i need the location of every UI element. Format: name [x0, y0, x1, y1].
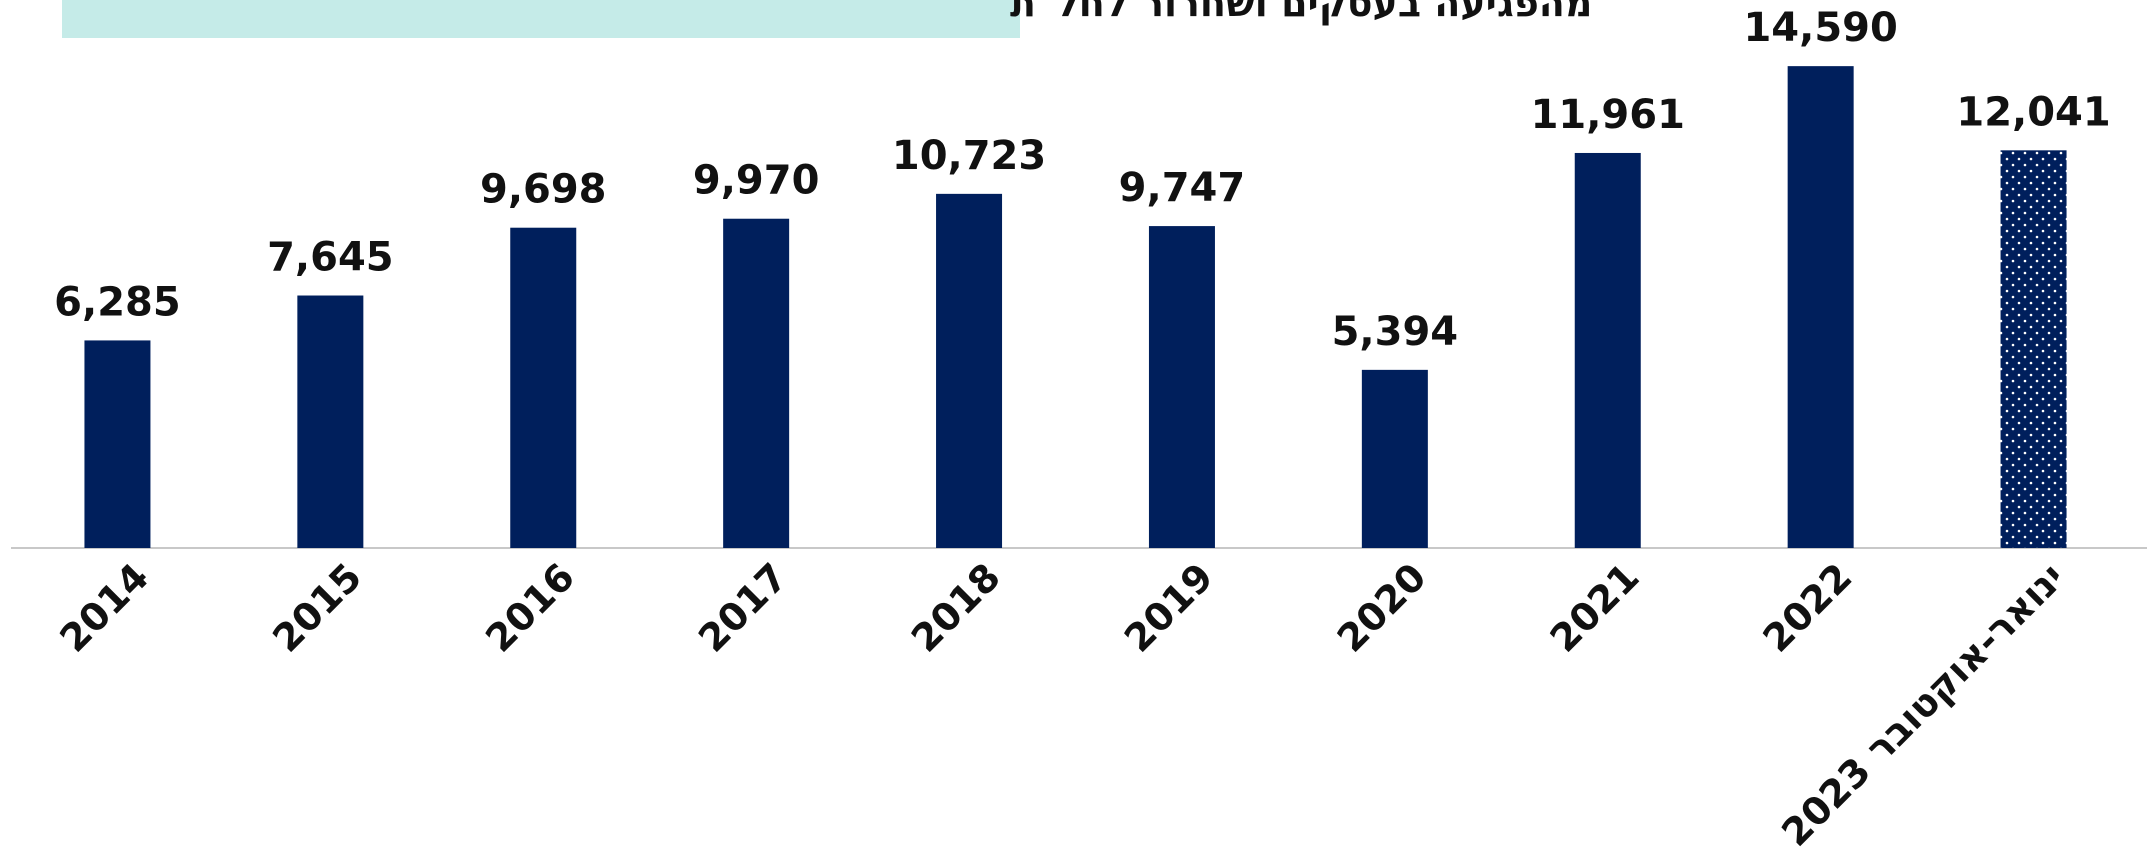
bar	[936, 193, 1003, 549]
bar	[510, 227, 577, 548]
x-tick-label: 2018	[903, 555, 1009, 661]
x-tick-label: 2020	[1329, 555, 1435, 661]
x-tick-label: 2015	[264, 555, 370, 661]
data-label: 14,590	[1743, 5, 1897, 51]
bar	[297, 295, 364, 548]
bar	[2000, 150, 2067, 548]
bar	[1361, 369, 1428, 548]
data-label: 5,394	[1332, 309, 1459, 355]
data-label: 12,041	[1956, 89, 2110, 135]
x-tick-label: 2016	[477, 555, 583, 661]
x-tick-label: 2021	[1542, 555, 1648, 661]
bar	[1787, 66, 1854, 548]
data-label: 11,961	[1531, 92, 1685, 138]
x-tick-label: 2019	[1116, 555, 1222, 661]
bar	[1574, 152, 1641, 549]
bar	[1148, 226, 1215, 548]
data-label: 9,747	[1119, 165, 1246, 211]
bar	[84, 340, 151, 548]
data-label: 6,285	[54, 279, 181, 325]
data-label: 9,970	[693, 158, 820, 204]
x-tick-label: 2017	[690, 555, 796, 661]
chart-title: מהפגיעה בעסקים ושחרור לחל"ת	[1010, 0, 1592, 26]
data-label: 10,723	[892, 133, 1046, 179]
x-tick-label: 2014	[51, 555, 157, 661]
data-label: 9,698	[480, 167, 607, 213]
bar	[723, 218, 790, 549]
data-label: 7,645	[267, 235, 394, 281]
title-box	[62, 0, 1020, 38]
x-tick-label: 2022	[1755, 555, 1861, 661]
